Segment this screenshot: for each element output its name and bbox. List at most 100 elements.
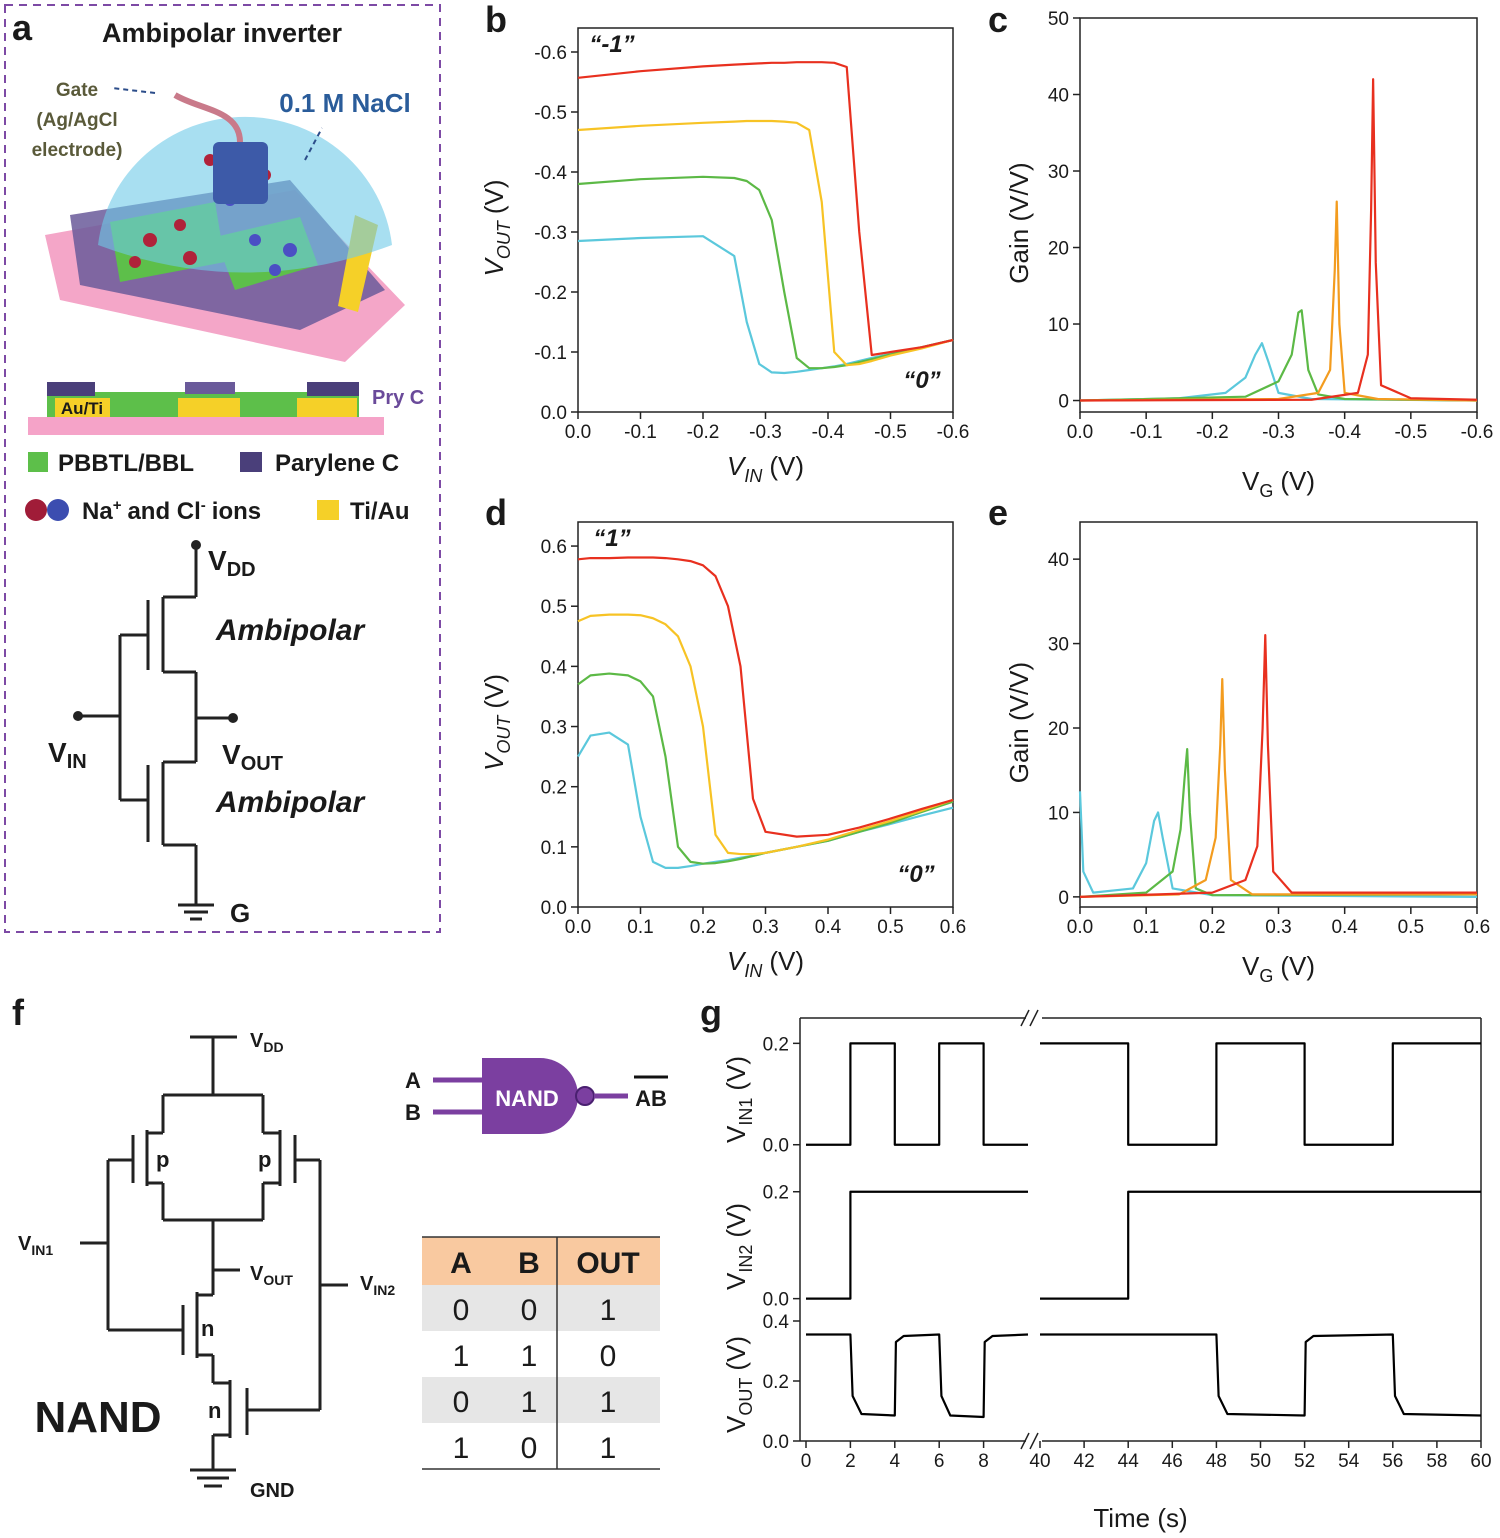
y-tick-label: 0.2 xyxy=(763,1183,789,1204)
y-tick-label: -0.2 xyxy=(534,283,567,304)
x-tick-label: 46 xyxy=(1162,1451,1183,1472)
data-line xyxy=(1078,791,1478,898)
x-tick-label: -0.2 xyxy=(687,422,720,443)
transistor-label: Ambipolar xyxy=(215,614,367,647)
transistor-label: n xyxy=(208,1398,221,1423)
y-tick-label: 30 xyxy=(1048,635,1069,656)
table-header: A xyxy=(450,1247,472,1280)
panel-label: f xyxy=(12,992,25,1033)
y-tick-label: 0.2 xyxy=(763,1372,789,1393)
label-part: (V) xyxy=(1280,466,1315,496)
label-part: (V) xyxy=(721,1336,751,1371)
label-part: (V) xyxy=(479,674,509,709)
x-tick-label: -0.5 xyxy=(1394,422,1427,443)
label-part: IN xyxy=(744,466,763,486)
transistor-label: p xyxy=(258,1147,271,1172)
panel-label: c xyxy=(988,0,1008,40)
label-part: IN2 xyxy=(736,1245,756,1273)
x-tick-label: -0.4 xyxy=(812,422,845,443)
table-cell: 1 xyxy=(600,1432,617,1465)
ground-label: GND xyxy=(250,1480,294,1502)
data-line xyxy=(806,1190,1481,1300)
axis-line xyxy=(1029,1009,1039,1027)
label-part: (V) xyxy=(721,1203,751,1238)
label-part: Time (s) xyxy=(1093,1503,1187,1533)
label-part: (V) xyxy=(1280,951,1315,981)
data-line xyxy=(577,175,954,370)
panel-label: b xyxy=(485,0,507,40)
y-tick-label: -0.1 xyxy=(534,343,567,364)
x-tick-label: -0.6 xyxy=(937,422,970,443)
axis-label: VIN (V) xyxy=(727,946,804,981)
panel-label: e xyxy=(988,492,1008,533)
y-tick-label: 0.2 xyxy=(763,1034,789,1055)
data-line xyxy=(806,1042,1481,1146)
x-tick-label: 48 xyxy=(1206,1451,1227,1472)
sup: - xyxy=(201,497,206,514)
label-part: Gain (V/V) xyxy=(1004,162,1034,283)
plot-frame xyxy=(1079,17,1478,413)
data-line xyxy=(577,61,954,357)
table-cell: 1 xyxy=(453,1432,470,1465)
table-cell: 1 xyxy=(600,1294,617,1327)
vin-label: VIN xyxy=(48,737,87,773)
label-part: G xyxy=(1259,481,1273,501)
y-tick-label: 0.0 xyxy=(541,403,567,424)
y-tick-label: 0.0 xyxy=(763,1290,789,1311)
vin1-label: VIN1 xyxy=(18,1233,53,1258)
x-tick-label: 0.2 xyxy=(1199,917,1225,938)
table-cell: 0 xyxy=(521,1294,538,1327)
table-cell: 0 xyxy=(453,1294,470,1327)
data-line xyxy=(1079,200,1478,402)
y-tick-label: 0 xyxy=(1058,888,1069,909)
legend-swatch xyxy=(240,452,262,472)
text: ions xyxy=(212,498,261,525)
y-tick-label: -0.5 xyxy=(534,103,567,124)
x-tick-label: 40 xyxy=(1029,1451,1050,1472)
label-part: V xyxy=(1242,466,1260,496)
label-part: V xyxy=(727,451,747,481)
label-part: (V) xyxy=(769,946,804,976)
x-tick-label: 0.0 xyxy=(1067,422,1093,443)
nand-circuit xyxy=(80,1035,348,1488)
data-line xyxy=(1079,342,1478,402)
y-tick-label: 0.4 xyxy=(763,1312,790,1333)
y-tick-label: 10 xyxy=(1048,315,1069,336)
truth-table: A B OUT 0 0 1 1 1 0 0 1 1 1 0 1 xyxy=(422,1236,660,1470)
panel-a-frame xyxy=(4,4,441,933)
vout-label: VOUT xyxy=(250,1263,293,1288)
x-tick-label: 56 xyxy=(1382,1451,1403,1472)
plot-frame xyxy=(577,521,954,908)
inverter-circuit xyxy=(73,540,238,921)
data-line xyxy=(577,613,954,856)
text: V xyxy=(208,545,227,576)
sub: IN2 xyxy=(373,1282,395,1298)
x-tick-label: 0.0 xyxy=(1067,917,1093,938)
table-header: B xyxy=(518,1247,540,1280)
y-tick-label: -0.4 xyxy=(534,163,567,184)
legend-swatch xyxy=(47,499,69,521)
axis-label: Gain (V/V) xyxy=(1004,662,1034,783)
x-tick-label: 8 xyxy=(978,1451,989,1472)
x-tick-label: -0.1 xyxy=(624,422,657,443)
y-tick-label: 0.4 xyxy=(541,657,568,678)
y-tick-label: 10 xyxy=(1048,803,1069,824)
sub: DD xyxy=(227,559,256,581)
vdd-label: VDD xyxy=(250,1030,284,1055)
y-tick-label: -0.3 xyxy=(534,223,567,244)
x-tick-label: 50 xyxy=(1250,1451,1271,1472)
data-line xyxy=(1079,677,1477,898)
x-tick-label: 0.4 xyxy=(815,917,842,938)
label-part: V xyxy=(479,751,509,771)
table-cell: 1 xyxy=(521,1386,538,1419)
label-part: V xyxy=(721,1125,751,1143)
text: V xyxy=(222,739,241,770)
y-tick-label: 40 xyxy=(1048,86,1069,107)
annotation: “0” xyxy=(897,861,934,888)
sub: OUT xyxy=(263,1272,293,1288)
table-cell: 0 xyxy=(453,1386,470,1419)
x-tick-label: 0.1 xyxy=(627,917,653,938)
x-tick-label: 0.3 xyxy=(752,917,778,938)
panel-label: d xyxy=(485,492,507,533)
y-tick-label: 0.0 xyxy=(541,898,567,919)
